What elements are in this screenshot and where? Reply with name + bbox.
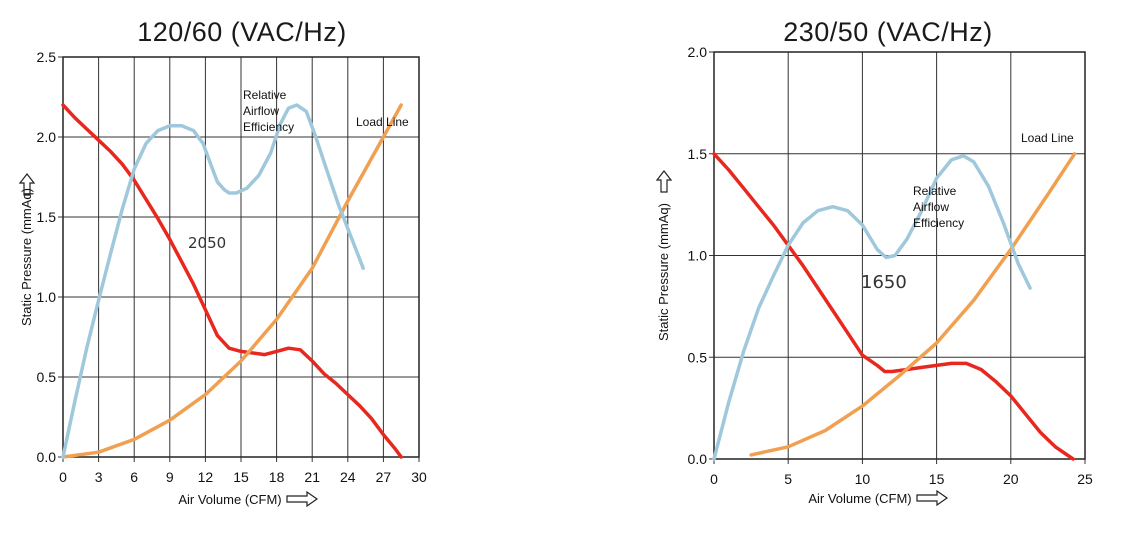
x-axis-arrow-icon <box>916 489 949 507</box>
series-group <box>61 103 403 459</box>
speed-annotation: 1650 <box>861 272 907 293</box>
y-tick-label: 1.0 <box>688 248 708 264</box>
y-tick-label: 0.0 <box>688 451 708 467</box>
x-axis-label: Air Volume (CFM) <box>808 491 911 506</box>
x-tick-label: 25 <box>1077 471 1093 487</box>
load-line-annotation: Load Line <box>356 115 409 129</box>
load-line-curve <box>61 103 403 459</box>
x-tick-label: 15 <box>929 471 945 487</box>
x-tick-label: 10 <box>855 471 871 487</box>
chart-1: 120/60 (VAC/Hz) 0 3 6 9 12 15 18 21 24 27 30 0.0 0.5 1… <box>18 17 427 508</box>
performance-curve <box>61 103 403 459</box>
efficiency-annotation: Relative <box>913 184 957 198</box>
x-tick-label: 15 <box>233 469 249 485</box>
performance-curve <box>712 152 1075 461</box>
x-tick-label: 0 <box>59 469 67 485</box>
x-tick-label: 24 <box>340 469 356 485</box>
efficiency-annotation: Efficiency <box>243 120 294 134</box>
y-tick-label: 2.0 <box>688 44 708 60</box>
y-tick-label: 1.0 <box>37 289 57 305</box>
efficiency-curve <box>61 103 365 459</box>
y-tick-label: 2.0 <box>37 129 57 145</box>
x-tick-label: 20 <box>1003 471 1019 487</box>
x-tick-label: 0 <box>710 471 718 487</box>
efficiency-annotation: Relative <box>243 88 287 102</box>
x-axis-label: Air Volume (CFM) <box>178 492 281 507</box>
load-line-annotation: Load Line <box>1021 131 1074 145</box>
y-tick-label: 0.5 <box>37 369 57 385</box>
y-tick-label: 1.5 <box>37 209 57 225</box>
x-tick-label: 9 <box>166 469 174 485</box>
x-tick-label: 18 <box>269 469 285 485</box>
x-tick-label: 30 <box>411 469 427 485</box>
efficiency-curve <box>712 154 1032 461</box>
chart-title: 120/60 (VAC/Hz) <box>137 17 347 47</box>
x-tick-label: 21 <box>304 469 320 485</box>
y-tick-label: 0.0 <box>37 449 57 465</box>
x-tick-label: 6 <box>130 469 138 485</box>
speed-annotation: 2050 <box>188 234 226 252</box>
y-axis-arrow-icon <box>18 173 36 196</box>
x-tick-label: 3 <box>95 469 103 485</box>
x-tick-label: 5 <box>784 471 792 487</box>
chart-title: 230/50 (VAC/Hz) <box>783 17 993 47</box>
y-tick-label: 2.5 <box>37 49 57 65</box>
efficiency-annotation: Airflow <box>243 104 279 118</box>
x-tick-label: 12 <box>198 469 214 485</box>
x-axis-arrow-icon <box>286 490 319 508</box>
y-axis-label: Static Pressure (mmAq) <box>656 203 671 341</box>
y-axis-label: Static Pressure (mmAq) <box>19 188 34 326</box>
gridlines <box>713 51 1086 460</box>
y-tick-label: 1.5 <box>688 146 708 162</box>
chart-2: 230/50 (VAC/Hz) 0 5 10 15 20 25 0.0 0.5 1.0 1.5 2.0… <box>655 17 1093 507</box>
efficiency-annotation: Efficiency <box>913 216 964 230</box>
series-group <box>712 152 1077 461</box>
x-tick-label: 27 <box>376 469 392 485</box>
load-line-curve <box>749 152 1077 457</box>
y-axis-arrow-icon <box>655 170 673 193</box>
efficiency-annotation: Airflow <box>913 200 949 214</box>
y-tick-label: 0.5 <box>688 349 708 365</box>
